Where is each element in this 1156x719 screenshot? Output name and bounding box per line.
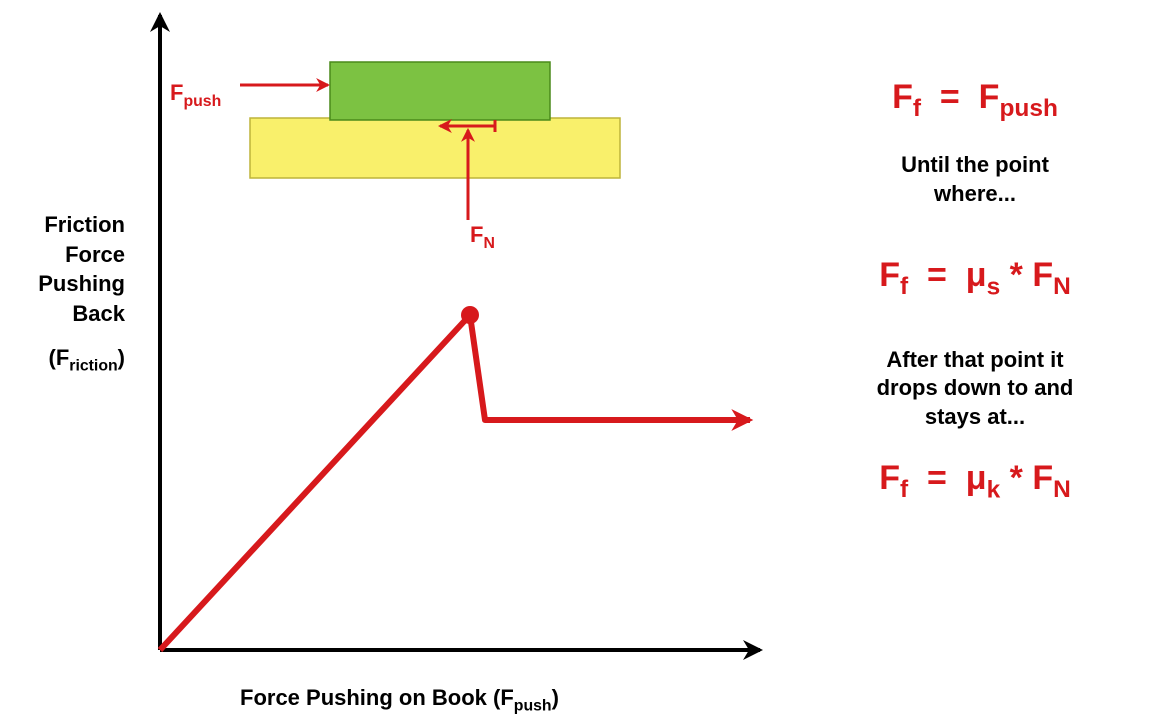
equations-panel: Ff = Fpush Until the pointwhere... Ff = …: [800, 80, 1150, 533]
x-axis-label: Force Pushing on Book (Fpush): [240, 685, 559, 715]
equation-1: Ff = Fpush: [800, 80, 1150, 121]
y-axis-paren: (Friction): [0, 343, 125, 377]
y-axis-line1: Friction: [0, 210, 125, 240]
equation-3: Ff = μk * FN: [800, 461, 1150, 503]
y-axis-line3: Pushing: [0, 269, 125, 299]
caption-1: Until the pointwhere...: [800, 151, 1150, 208]
y-axis-label: Friction Force Pushing Back (Friction): [0, 210, 125, 377]
chart-area: Fpush FN: [140, 10, 760, 680]
friction-chart: Fpush FN: [140, 10, 780, 690]
caption-2: After that point itdrops down to andstay…: [800, 346, 1150, 432]
y-axis-line4: Back: [0, 299, 125, 329]
svg-text:FN: FN: [470, 222, 495, 252]
svg-text:Fpush: Fpush: [170, 80, 221, 110]
y-axis-line2: Force: [0, 240, 125, 270]
equation-2: Ff = μs * FN: [800, 258, 1150, 300]
